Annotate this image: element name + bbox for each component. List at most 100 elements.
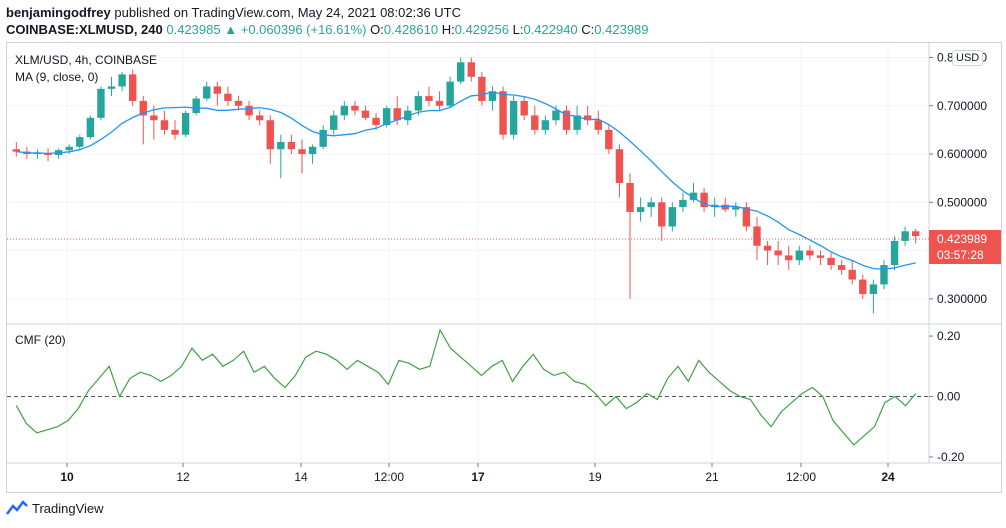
candle-body [139, 100, 147, 116]
ma-legend[interactable]: MA (9, close, 0) [15, 70, 99, 84]
branding-text: TradingView [32, 500, 104, 516]
candle-body [488, 91, 497, 101]
high-value: 0.429256 [454, 22, 509, 37]
low-label: L: [512, 22, 524, 37]
candle-body [509, 100, 518, 135]
candle-body [837, 265, 846, 270]
candle-body [890, 240, 899, 266]
time-tick-label: 24 [881, 470, 895, 484]
time-tick-label: 12:00 [374, 470, 404, 484]
cmf-line [15, 328, 917, 446]
last-price: 0.423985 [166, 22, 221, 37]
candle-body [361, 110, 370, 118]
candle-body [150, 115, 158, 121]
candle-body [583, 115, 592, 121]
currency-button[interactable]: USD [952, 50, 984, 66]
candle-body [478, 76, 486, 101]
last-price-badge-value: 0.423989 [937, 232, 987, 246]
candle-body [594, 120, 602, 130]
candle-body [266, 120, 274, 150]
candle-body [86, 117, 95, 138]
cmf-tick-label: 0.20 [937, 329, 961, 343]
time-tick-label: 14 [294, 470, 308, 484]
candle-body [340, 105, 349, 116]
candle-body [457, 62, 465, 82]
candle-body [763, 245, 772, 251]
candle-body [531, 115, 539, 130]
candle-body [287, 141, 296, 150]
candle-body [319, 129, 327, 147]
candle-body [785, 255, 793, 261]
chart-container[interactable]: 0.8000000.7000000.6000000.5000000.400000… [6, 42, 1002, 493]
tradingview-brand[interactable]: TradingView [6, 500, 104, 516]
candle-body [880, 265, 888, 285]
candle-body [689, 192, 698, 200]
candle-body [33, 153, 42, 155]
candle-body [615, 149, 624, 183]
candle-body [636, 207, 645, 212]
candle-body [647, 202, 655, 208]
cmf-legend[interactable]: CMF (20) [15, 333, 66, 347]
candle-body [425, 96, 433, 101]
cmf-tick-label: 0.00 [937, 390, 961, 404]
candle-body [76, 137, 84, 147]
candle-body [107, 86, 116, 89]
candle-body [181, 113, 190, 135]
candle-body [658, 202, 666, 227]
up-arrow-icon: ▲ [224, 22, 238, 37]
candle-body [308, 146, 317, 155]
low-value: 0.422940 [523, 22, 578, 37]
candle-body [806, 250, 814, 256]
price-tick-label: 0.300000 [937, 292, 987, 306]
quote-line: COINBASE:XLMUSD, 240 0.423985 ▲ +0.06039… [6, 22, 649, 37]
candle-body [869, 284, 878, 295]
candle-body [435, 100, 444, 106]
time-tick-label: 10 [60, 470, 74, 484]
candle-body [721, 204, 729, 210]
candle-body [372, 117, 380, 126]
symbol-label: COINBASE:XLMUSD, 240 [6, 22, 163, 37]
close-label: C: [581, 22, 595, 37]
tradingview-logo-icon [6, 500, 28, 515]
candle-body [626, 183, 634, 212]
candle-body [234, 100, 243, 106]
candle-body [192, 98, 200, 113]
candle-body [700, 192, 708, 208]
price-tick-label: 0.500000 [937, 195, 987, 209]
candle-body [499, 91, 507, 135]
high-label: H: [441, 22, 455, 37]
author-name[interactable]: benjamingodfrey [6, 5, 111, 20]
time-tick-label: 12:00 [786, 470, 816, 484]
candle-body [245, 105, 253, 116]
candle-body [213, 86, 222, 94]
last-price-badge [929, 230, 1001, 265]
candle-body [816, 255, 825, 258]
last-price-badge-countdown: 03:57:28 [937, 248, 984, 262]
candle-body [827, 257, 835, 266]
candle-body [351, 105, 359, 111]
publish-info: published on TradingView.com, May 24, 20… [114, 5, 462, 20]
pair-legend[interactable]: XLM/USD, 4h, COINBASE [15, 53, 158, 67]
ma-line [16, 91, 916, 270]
candle-body [901, 231, 909, 241]
candle-body [795, 250, 804, 261]
candle-body [393, 108, 401, 121]
chart-svg[interactable]: 0.8000000.7000000.6000000.5000000.400000… [7, 43, 1001, 492]
candle-body [97, 88, 105, 118]
candle-body [382, 108, 391, 126]
candle-body [912, 231, 920, 237]
candle-body [277, 141, 285, 150]
candle-body [467, 62, 475, 77]
candle-body [573, 115, 581, 130]
candle-body [668, 207, 677, 227]
candle-body [552, 110, 560, 121]
close-value: 0.423989 [594, 22, 649, 37]
time-tick-label: 21 [705, 470, 719, 484]
candle-body [330, 115, 338, 130]
open-label: O: [370, 22, 384, 37]
candle-body [203, 86, 211, 99]
candle-body [541, 120, 550, 130]
candle-body [446, 81, 454, 106]
cmf-tick-label: -0.20 [937, 450, 965, 464]
price-change: +0.060396 (+16.61%) [240, 22, 367, 37]
